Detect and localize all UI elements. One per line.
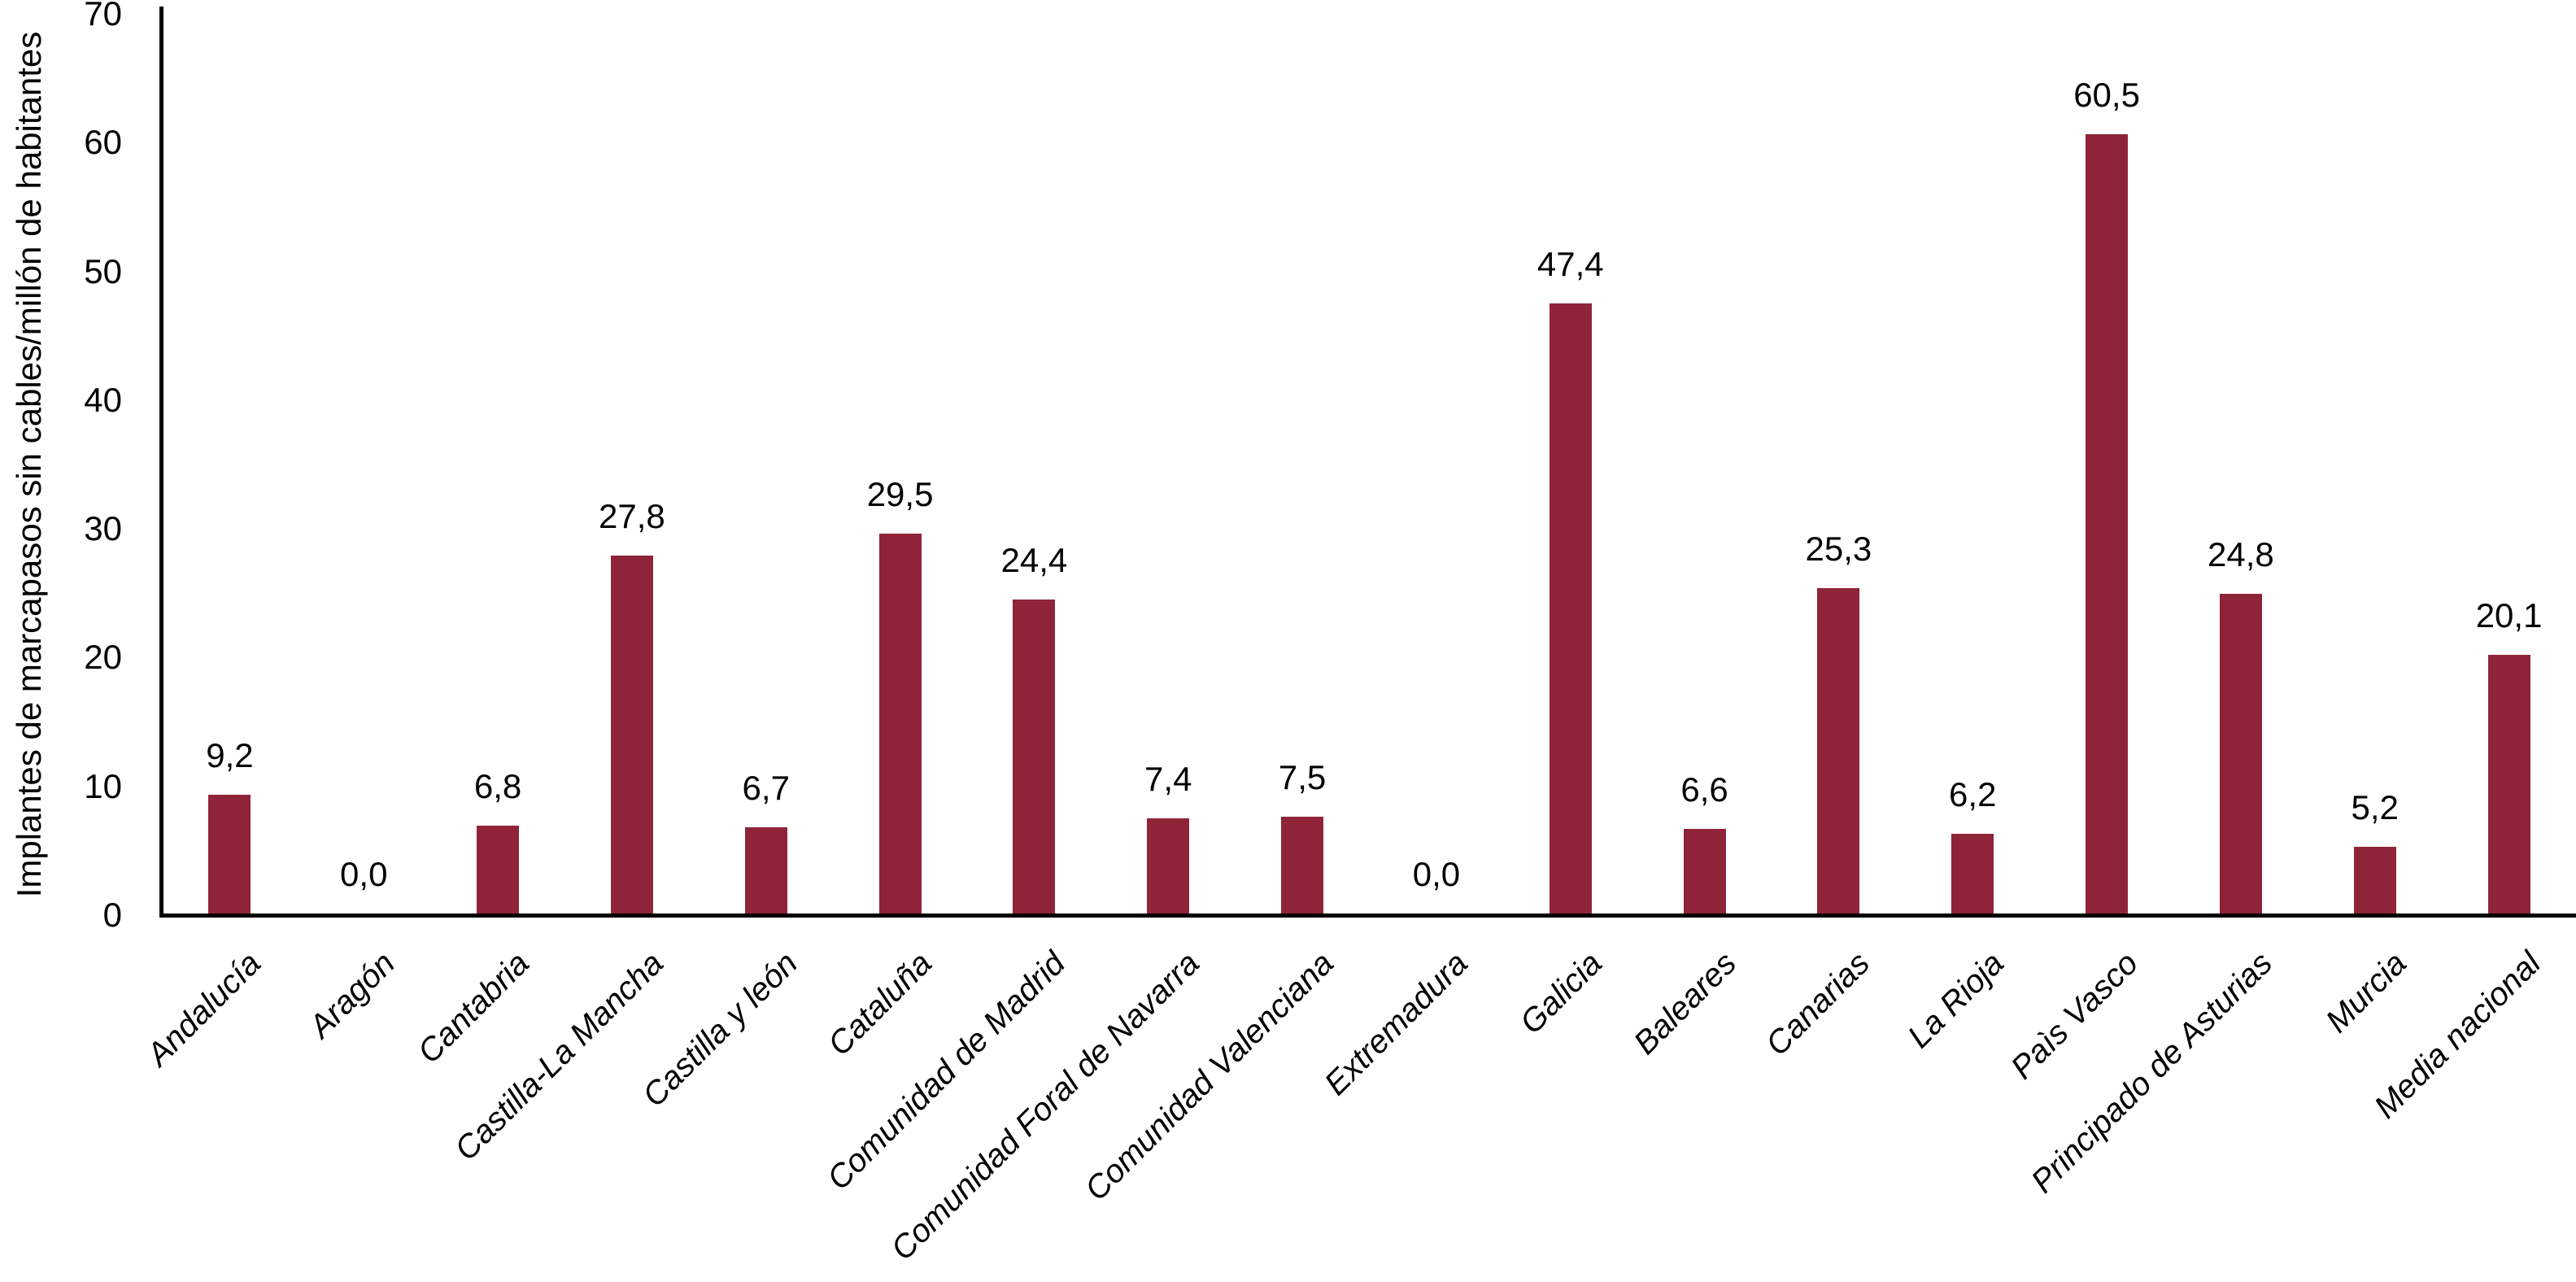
bar-slot: 25,3 (1772, 0, 1906, 914)
bar-value-label: 24,4 (1000, 541, 1068, 579)
y-axis-tick-label: 10 (84, 766, 122, 805)
bar-slot: 27,8 (565, 0, 700, 914)
bar-value-label: 25,3 (1805, 530, 1872, 568)
bar-value-label: 5,2 (2351, 788, 2399, 826)
bar-value-label: 47,4 (1536, 245, 1604, 283)
y-axis-tick-label: 0 (102, 896, 122, 934)
bar (744, 827, 787, 914)
y-axis-tick-label: 20 (84, 638, 122, 677)
bar-slot: 6,6 (1637, 0, 1772, 914)
bar-slot: 60,5 (2040, 0, 2174, 914)
bar (1549, 303, 1592, 914)
bar (878, 534, 922, 914)
bar-slot: 7,4 (1101, 0, 1236, 914)
bar-slot: 0,0 (297, 0, 431, 914)
x-axis-line (159, 914, 2576, 918)
bar-value-label: 60,5 (2073, 76, 2140, 114)
bar (1147, 818, 1190, 914)
bar-value-label: 6,8 (473, 767, 522, 805)
bar-value-label: 24,8 (2208, 535, 2274, 573)
bar-value-label: 27,8 (599, 497, 665, 535)
bar (208, 795, 251, 914)
bar-slot: 9,2 (163, 0, 297, 914)
bar-slot: 29,5 (833, 0, 967, 914)
bar-slot: 6,8 (431, 0, 565, 914)
bar-slot: 7,5 (1236, 0, 1370, 914)
bar-value-label: 6,6 (1680, 770, 1728, 809)
bar-value-label: 7,4 (1144, 760, 1192, 798)
bar (477, 826, 520, 914)
bar-slot: 47,4 (1503, 0, 1637, 914)
bar-slot: 20,1 (2442, 0, 2576, 914)
bar (1951, 834, 1994, 914)
y-axis-tick-label: 60 (84, 123, 122, 162)
bar-slot: 24,4 (967, 0, 1101, 914)
bar-slot: 6,7 (699, 0, 833, 914)
y-axis-line (159, 7, 163, 918)
bar-slot: 24,8 (2174, 0, 2308, 914)
bar (610, 556, 653, 914)
bar-value-label: 7,5 (1278, 758, 1327, 796)
bar-value-label: 20,1 (2475, 596, 2543, 634)
bar (2487, 655, 2530, 914)
bar-slot: 5,2 (2308, 0, 2442, 914)
bar-value-label: 0,0 (1412, 855, 1461, 893)
bar (1817, 588, 1860, 914)
y-axis-tick-label: 70 (84, 0, 122, 33)
bar (1281, 817, 1324, 914)
bar-value-label: 9,2 (206, 736, 254, 774)
bar (1013, 600, 1056, 914)
bar-value-label: 0,0 (340, 855, 388, 893)
bar-value-label: 6,7 (742, 769, 790, 807)
bar-slot: 6,2 (1906, 0, 2040, 914)
y-axis-tick-label: 40 (84, 380, 122, 419)
bar-value-label: 6,2 (1949, 775, 1997, 813)
bar-slot: 0,0 (1370, 0, 1504, 914)
bar (2086, 134, 2129, 914)
bar (1683, 829, 1726, 914)
y-axis-tick-label: 30 (84, 509, 122, 548)
bar (2353, 847, 2396, 914)
bar-value-label: 29,5 (866, 475, 934, 513)
y-axis-tick-label: 50 (84, 251, 122, 290)
bar (2219, 594, 2262, 914)
